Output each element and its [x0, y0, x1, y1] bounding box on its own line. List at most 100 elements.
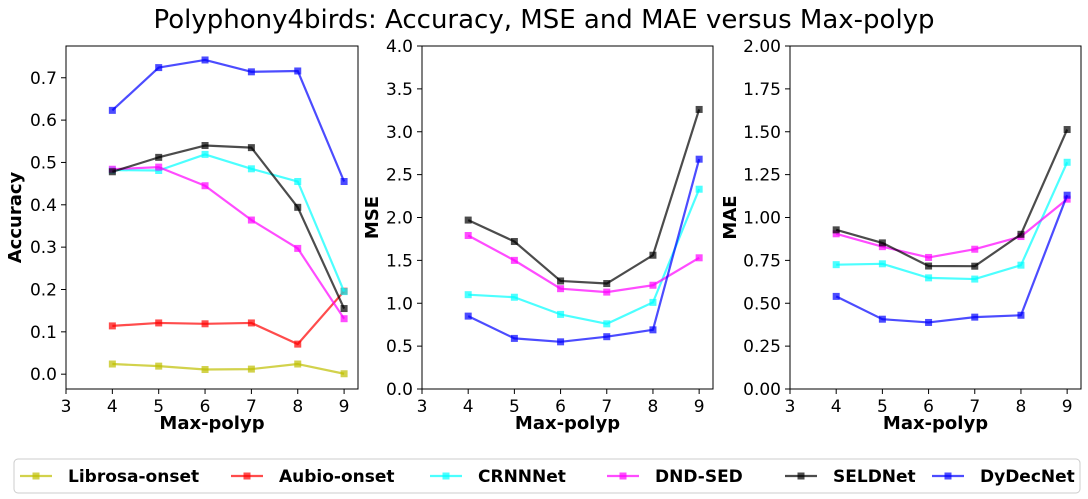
data-point [1017, 261, 1025, 269]
legend-marker [442, 472, 450, 480]
data-point [201, 182, 209, 190]
data-point [557, 277, 565, 285]
series-seldnet [464, 105, 703, 288]
data-point [201, 142, 209, 150]
data-point [695, 105, 703, 113]
y-tick-label: 3.5 [386, 80, 413, 100]
data-point [155, 319, 163, 327]
x-tick-label: 9 [1062, 397, 1073, 417]
x-tick-label: 6 [555, 397, 566, 417]
y-tick-label: 0.6 [30, 111, 57, 131]
x-tick-label: 7 [246, 397, 257, 417]
series-dnd-sed [832, 195, 1071, 261]
data-point [649, 298, 657, 306]
series-seldnet [832, 126, 1071, 270]
series-dydecnet [108, 56, 348, 186]
series-line [112, 362, 345, 375]
data-point [695, 185, 703, 193]
series-line [835, 129, 1069, 268]
y-tick-label: 0.3 [30, 238, 57, 258]
x-tick-label: 5 [877, 397, 888, 417]
data-point [247, 319, 255, 327]
data-point [925, 318, 933, 326]
data-point [971, 275, 979, 283]
series-line [467, 109, 701, 285]
legend-label: Librosa-onset [68, 467, 199, 487]
x-tick-label: 7 [601, 397, 612, 417]
data-point [1063, 126, 1071, 134]
data-point [340, 305, 348, 313]
data-point [1063, 191, 1071, 199]
y-tick-label: 2.00 [743, 37, 781, 57]
data-point [294, 203, 302, 211]
y-tick-label: 1.25 [743, 166, 781, 186]
data-point [557, 310, 565, 318]
legend-label: SELDNet [833, 467, 916, 487]
data-point [510, 334, 518, 342]
data-point [464, 291, 472, 299]
data-point [603, 280, 611, 288]
legend-label: DyDecNet [980, 467, 1075, 487]
data-point [1063, 195, 1071, 203]
series-dnd-sed [464, 232, 703, 296]
subplot-mae: 3 4 5 6 7 8 9 0.00 0.25 0.50 0.75 1.00 1.25 1.50 1.75 2… [720, 37, 1082, 434]
y-tick-label: 0.5 [386, 337, 413, 357]
data-point [832, 261, 840, 269]
series-line [836, 161, 1069, 281]
x-tick-label: 4 [831, 397, 842, 417]
x-tick-label: 9 [339, 397, 350, 417]
x-tick-label: 6 [200, 397, 211, 417]
x-tick-label: 8 [1016, 397, 1027, 417]
y-tick-label: 0.5 [30, 153, 57, 173]
axes-frame [65, 45, 359, 390]
x-tick-label: 4 [463, 397, 474, 417]
y-tick-label: 2.0 [386, 209, 413, 229]
data-point [294, 67, 302, 75]
data-point [340, 288, 348, 296]
figure-title: Polyphony4birds: Accuracy, MSE and MAE v… [153, 5, 934, 35]
data-point [925, 262, 933, 270]
data-point [649, 281, 657, 289]
data-point [340, 370, 348, 378]
y-tick-label: 0.4 [30, 196, 57, 216]
data-point [1017, 230, 1025, 238]
legend-marker [797, 472, 805, 480]
x-tick-label: 4 [107, 397, 118, 417]
y-tick-label: 0.75 [743, 251, 781, 271]
series-crnnnet [832, 158, 1071, 283]
data-point [464, 216, 472, 224]
x-axis-label: Max-polyp [159, 413, 264, 434]
legend-marker [619, 472, 627, 480]
data-point [878, 260, 886, 268]
legend-marker [243, 472, 251, 480]
data-point [649, 326, 657, 334]
data-point [155, 362, 163, 370]
y-tick-label: 1.0 [386, 294, 413, 314]
data-point [340, 178, 348, 186]
x-tick-label: 5 [153, 397, 164, 417]
data-point [603, 320, 611, 328]
data-point [108, 322, 116, 330]
y-tick-label: 0.1 [30, 323, 57, 343]
data-point [464, 232, 472, 240]
data-point [557, 285, 565, 293]
series-dydecnet [464, 155, 703, 346]
series-dydecnet [832, 191, 1071, 326]
series-line [111, 58, 346, 182]
data-point [649, 251, 657, 259]
series-line [467, 234, 700, 294]
legend-entry-seldnet: SELDNet [785, 467, 916, 487]
legend-frame [13, 458, 1081, 494]
data-point [294, 340, 302, 348]
x-tick-label: 8 [648, 397, 659, 417]
series-line [112, 290, 345, 346]
data-point [971, 262, 979, 270]
y-tick-label: 3.0 [386, 123, 413, 143]
series-line [112, 144, 346, 310]
data-point [201, 56, 209, 64]
data-point [155, 64, 163, 72]
data-point [247, 144, 255, 152]
data-point [878, 243, 886, 251]
data-point [1017, 311, 1025, 319]
